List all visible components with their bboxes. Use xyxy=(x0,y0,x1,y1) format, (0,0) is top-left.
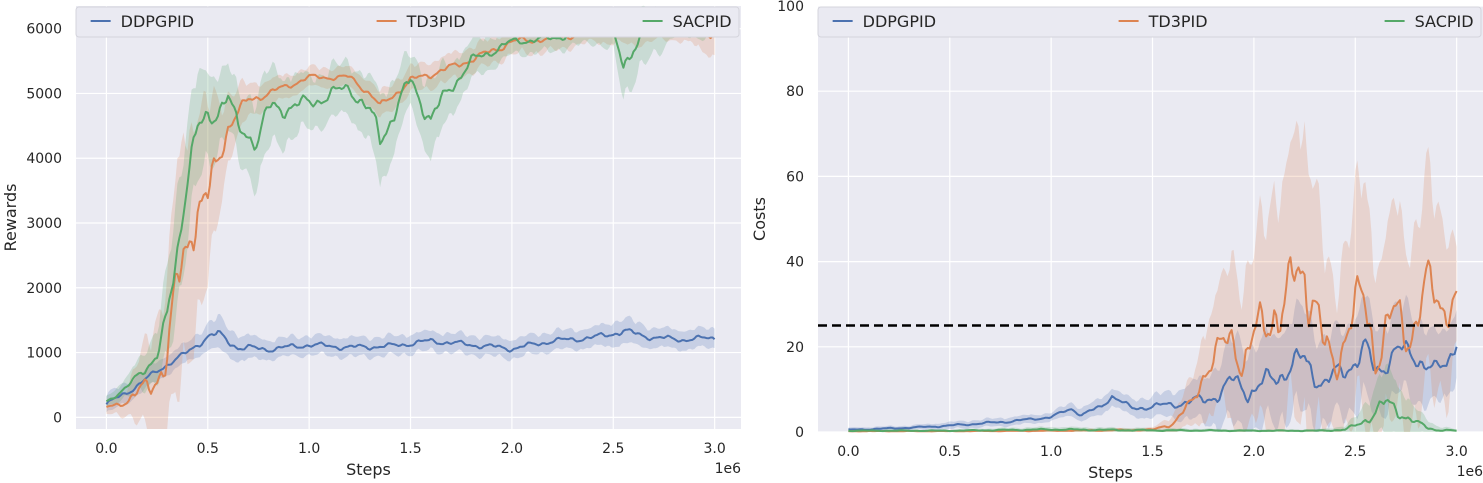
chart-panel-1: 0.0 0.5 1.0 1.5 2.0 2.5 3.0 0 1000 2000 3000 4000 50… xyxy=(1,5,742,479)
x-tick-label: 2.0 xyxy=(1243,444,1265,460)
y-tick-label: 2000 xyxy=(26,281,62,297)
x-tick-label: 1.5 xyxy=(1141,444,1163,460)
legend-label-sacpid: SACPID xyxy=(1415,12,1474,31)
x-axis-label: Steps xyxy=(1088,463,1133,482)
y-axis-label: Rewards xyxy=(1,184,20,252)
y-tick-label: 0 xyxy=(795,425,804,441)
legend: DDPGPID TD3PID SACPID xyxy=(75,6,740,38)
x-offset-label: 1e6 xyxy=(1457,464,1483,480)
y-tick-label: 60 xyxy=(786,169,804,185)
legend: DDPGPID TD3PID SACPID xyxy=(817,6,1482,38)
x-offset-label: 1e6 xyxy=(715,461,742,477)
series-band-sacpid xyxy=(848,363,1457,432)
series-line-ddpgpid xyxy=(105,328,716,405)
y-tick-label: 5000 xyxy=(26,86,62,102)
series-line-ddpgpid xyxy=(848,338,1458,431)
y-tick-label: 40 xyxy=(786,255,804,271)
y-axis-label: Costs xyxy=(750,197,769,241)
x-tick-label: 2.5 xyxy=(1344,444,1366,460)
chart-panel-2: 0.0 0.5 1.0 1.5 2.0 2.5 3.0 0 20 40 60 80 100 Steps Co… xyxy=(750,0,1483,482)
y-tick-label: 20 xyxy=(786,340,804,356)
series-band-td3pid xyxy=(848,120,1457,432)
y-tick-label: 4000 xyxy=(26,151,62,167)
legend-box xyxy=(817,6,1482,38)
y-tick-label: 100 xyxy=(777,0,804,15)
x-tick-label: 0.0 xyxy=(837,444,859,460)
series-line-sacpid xyxy=(848,399,1457,433)
x-tick-label: 1.5 xyxy=(399,441,421,457)
series-band-sacpid xyxy=(106,5,715,407)
x-tick-label: 1.0 xyxy=(298,441,320,457)
series-band-ddpgpid xyxy=(848,294,1457,432)
x-tick-label: 0.5 xyxy=(939,444,961,460)
legend-label-ddpgpid: DDPGPID xyxy=(863,12,936,31)
x-tick-label: 0.0 xyxy=(95,441,117,457)
legend-label-td3pid: TD3PID xyxy=(406,12,466,31)
x-axis-label: Steps xyxy=(346,460,391,479)
y-tick-label: 0 xyxy=(53,410,62,426)
y-tick-label: 6000 xyxy=(26,22,62,38)
legend-label-td3pid: TD3PID xyxy=(1148,12,1208,31)
x-tick-label: 1.0 xyxy=(1040,444,1062,460)
plot-area xyxy=(76,6,741,429)
x-tick-label: 2.0 xyxy=(501,441,523,457)
x-tick-label: 2.5 xyxy=(602,441,624,457)
x-tick-label: 0.5 xyxy=(197,441,219,457)
legend-box xyxy=(75,6,740,38)
y-tick-label: 80 xyxy=(786,84,804,100)
legend-label-sacpid: SACPID xyxy=(673,12,732,31)
x-tick-label: 3.0 xyxy=(704,441,726,457)
legend-label-ddpgpid: DDPGPID xyxy=(121,12,194,31)
y-tick-label: 3000 xyxy=(26,216,62,232)
x-tick-label: 3.0 xyxy=(1446,444,1468,460)
series-band-td3pid xyxy=(106,7,715,429)
y-tick-label: 1000 xyxy=(26,346,62,362)
